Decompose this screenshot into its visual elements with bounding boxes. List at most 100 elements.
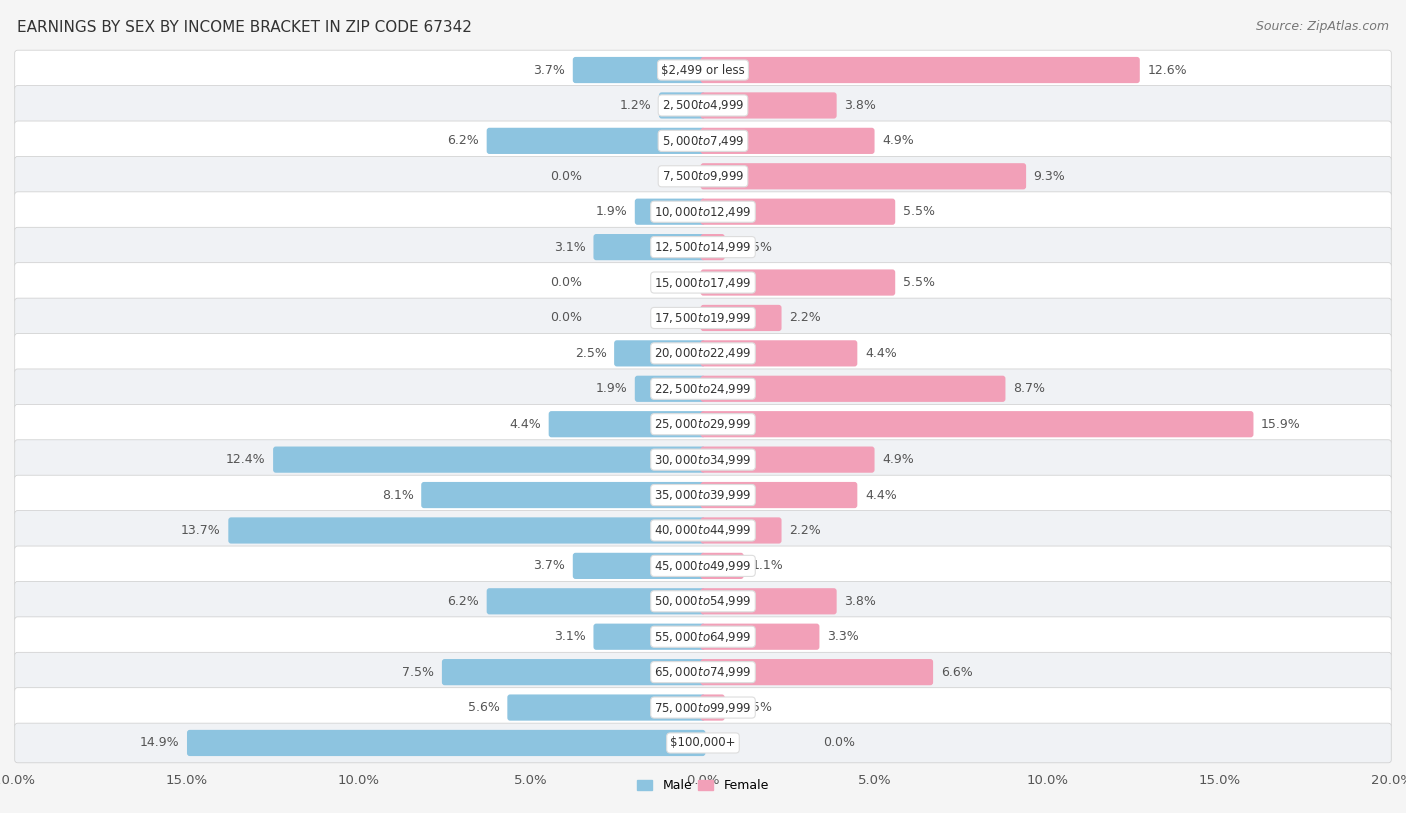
FancyBboxPatch shape: [593, 624, 706, 650]
Text: 2.5%: 2.5%: [575, 347, 606, 360]
FancyBboxPatch shape: [486, 128, 706, 154]
FancyBboxPatch shape: [700, 517, 782, 544]
FancyBboxPatch shape: [14, 298, 1392, 337]
Text: 4.9%: 4.9%: [882, 134, 914, 147]
Text: 9.3%: 9.3%: [1033, 170, 1066, 183]
FancyBboxPatch shape: [422, 482, 706, 508]
Text: 0.55%: 0.55%: [733, 701, 772, 714]
FancyBboxPatch shape: [441, 659, 706, 685]
FancyBboxPatch shape: [14, 156, 1392, 196]
FancyBboxPatch shape: [700, 57, 1140, 83]
Text: 4.4%: 4.4%: [865, 489, 897, 502]
Text: 0.0%: 0.0%: [550, 311, 582, 324]
Text: 0.55%: 0.55%: [733, 241, 772, 254]
Text: 15.9%: 15.9%: [1261, 418, 1301, 431]
Text: 3.1%: 3.1%: [554, 241, 586, 254]
FancyBboxPatch shape: [14, 369, 1392, 409]
Text: 1.1%: 1.1%: [751, 559, 783, 572]
FancyBboxPatch shape: [659, 93, 706, 119]
Text: 0.0%: 0.0%: [550, 276, 582, 289]
Text: $65,000 to $74,999: $65,000 to $74,999: [654, 665, 752, 679]
FancyBboxPatch shape: [614, 341, 706, 367]
FancyBboxPatch shape: [228, 517, 706, 544]
Text: 5.5%: 5.5%: [903, 276, 935, 289]
FancyBboxPatch shape: [14, 333, 1392, 373]
FancyBboxPatch shape: [14, 688, 1392, 728]
Text: $5,000 to $7,499: $5,000 to $7,499: [662, 134, 744, 148]
Text: $45,000 to $49,999: $45,000 to $49,999: [654, 559, 752, 573]
FancyBboxPatch shape: [14, 617, 1392, 657]
Text: 3.3%: 3.3%: [827, 630, 859, 643]
FancyBboxPatch shape: [14, 404, 1392, 444]
Legend: Male, Female: Male, Female: [633, 774, 773, 798]
Text: $25,000 to $29,999: $25,000 to $29,999: [654, 417, 752, 431]
Text: 3.8%: 3.8%: [844, 99, 876, 112]
FancyBboxPatch shape: [700, 624, 820, 650]
Text: $12,500 to $14,999: $12,500 to $14,999: [654, 240, 752, 254]
Text: EARNINGS BY SEX BY INCOME BRACKET IN ZIP CODE 67342: EARNINGS BY SEX BY INCOME BRACKET IN ZIP…: [17, 20, 472, 35]
FancyBboxPatch shape: [572, 553, 706, 579]
FancyBboxPatch shape: [700, 446, 875, 472]
Text: Source: ZipAtlas.com: Source: ZipAtlas.com: [1256, 20, 1389, 33]
FancyBboxPatch shape: [700, 376, 1005, 402]
FancyBboxPatch shape: [593, 234, 706, 260]
Text: $55,000 to $64,999: $55,000 to $64,999: [654, 630, 752, 644]
Text: 1.9%: 1.9%: [596, 382, 627, 395]
Text: 4.4%: 4.4%: [865, 347, 897, 360]
FancyBboxPatch shape: [14, 652, 1392, 692]
FancyBboxPatch shape: [700, 128, 875, 154]
Text: 8.7%: 8.7%: [1012, 382, 1045, 395]
Text: 2.2%: 2.2%: [789, 524, 821, 537]
FancyBboxPatch shape: [700, 305, 782, 331]
Text: 8.1%: 8.1%: [382, 489, 413, 502]
Text: 4.4%: 4.4%: [509, 418, 541, 431]
Text: 6.2%: 6.2%: [447, 134, 479, 147]
Text: $10,000 to $12,499: $10,000 to $12,499: [654, 205, 752, 219]
FancyBboxPatch shape: [14, 723, 1392, 763]
Text: 0.0%: 0.0%: [824, 737, 856, 750]
FancyBboxPatch shape: [700, 411, 1254, 437]
FancyBboxPatch shape: [14, 263, 1392, 302]
Text: $17,500 to $19,999: $17,500 to $19,999: [654, 311, 752, 325]
Text: $50,000 to $54,999: $50,000 to $54,999: [654, 594, 752, 608]
Text: 5.5%: 5.5%: [903, 205, 935, 218]
FancyBboxPatch shape: [187, 730, 706, 756]
FancyBboxPatch shape: [14, 440, 1392, 480]
FancyBboxPatch shape: [14, 121, 1392, 161]
Text: 5.6%: 5.6%: [468, 701, 499, 714]
Text: 1.9%: 1.9%: [596, 205, 627, 218]
Text: $75,000 to $99,999: $75,000 to $99,999: [654, 701, 752, 715]
Text: $2,500 to $4,999: $2,500 to $4,999: [662, 98, 744, 112]
FancyBboxPatch shape: [14, 546, 1392, 585]
Text: 3.8%: 3.8%: [844, 595, 876, 608]
FancyBboxPatch shape: [572, 57, 706, 83]
Text: 2.2%: 2.2%: [789, 311, 821, 324]
Text: $35,000 to $39,999: $35,000 to $39,999: [654, 488, 752, 502]
FancyBboxPatch shape: [14, 476, 1392, 515]
FancyBboxPatch shape: [700, 553, 744, 579]
Text: 3.7%: 3.7%: [533, 63, 565, 76]
Text: 12.4%: 12.4%: [226, 453, 266, 466]
Text: 6.2%: 6.2%: [447, 595, 479, 608]
FancyBboxPatch shape: [634, 198, 706, 225]
FancyBboxPatch shape: [700, 269, 896, 296]
FancyBboxPatch shape: [508, 694, 706, 720]
FancyBboxPatch shape: [700, 659, 934, 685]
Text: 3.7%: 3.7%: [533, 559, 565, 572]
Text: $15,000 to $17,499: $15,000 to $17,499: [654, 276, 752, 289]
Text: $2,499 or less: $2,499 or less: [661, 63, 745, 76]
FancyBboxPatch shape: [700, 482, 858, 508]
Text: $30,000 to $34,999: $30,000 to $34,999: [654, 453, 752, 467]
Text: 0.0%: 0.0%: [550, 170, 582, 183]
Text: $100,000+: $100,000+: [671, 737, 735, 750]
FancyBboxPatch shape: [700, 234, 724, 260]
Text: 6.6%: 6.6%: [941, 666, 973, 679]
FancyBboxPatch shape: [700, 588, 837, 615]
FancyBboxPatch shape: [700, 694, 724, 720]
FancyBboxPatch shape: [14, 50, 1392, 90]
FancyBboxPatch shape: [700, 93, 837, 119]
FancyBboxPatch shape: [14, 511, 1392, 550]
FancyBboxPatch shape: [14, 85, 1392, 125]
FancyBboxPatch shape: [14, 581, 1392, 621]
Text: $40,000 to $44,999: $40,000 to $44,999: [654, 524, 752, 537]
